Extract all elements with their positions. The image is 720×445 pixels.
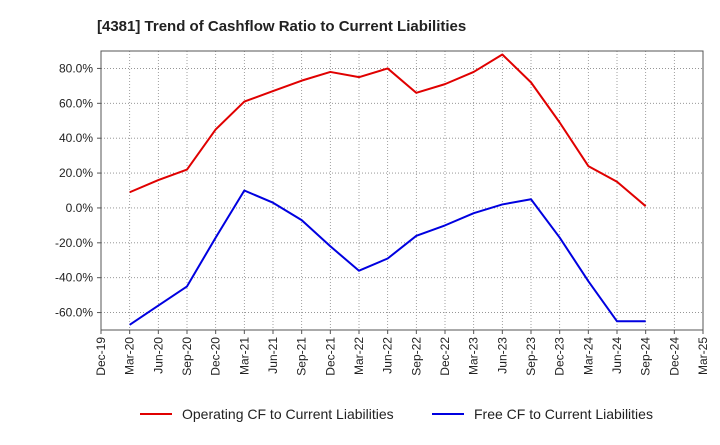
y-tick-label: -60.0% [55, 306, 93, 320]
series-line-operating-cf [129, 53, 647, 207]
y-tick-label: 20.0% [59, 166, 93, 180]
x-tick-label: Mar-20 [123, 337, 137, 375]
x-tick-label: Dec-20 [209, 337, 223, 376]
x-tick-label: Dec-24 [667, 337, 681, 376]
x-tick-label: Mar-22 [352, 337, 366, 375]
chart-title: [4381] Trend of Cashflow Ratio to Curren… [97, 18, 466, 35]
y-tick-label: -40.0% [55, 271, 93, 285]
y-tick-label: 60.0% [59, 96, 93, 110]
series-line-free-cf [129, 189, 646, 326]
y-tick-label: 80.0% [59, 61, 93, 75]
x-tick-label: Dec-21 [323, 337, 337, 376]
legend: Operating CF to Current Liabilities Free … [140, 406, 653, 422]
y-tick-label: -20.0% [55, 236, 93, 250]
x-tick-label: Mar-23 [467, 337, 481, 375]
y-tick-label: 0.0% [66, 201, 94, 215]
x-tick-label: Dec-22 [438, 337, 452, 376]
x-tick-label: Jun-21 [266, 337, 280, 374]
x-tick-label: Mar-25 [696, 337, 710, 375]
plot-area: -60.0% -40.0% -20.0% 0.0% 20.0% 40.0% 60.0% 80.… [55, 50, 710, 376]
x-tick-label: Mar-21 [237, 337, 251, 375]
x-tick-label: Jun-24 [610, 337, 624, 374]
plot-frame [100, 50, 704, 331]
x-tick-label: Jun-22 [381, 337, 395, 374]
x-tick-label: Sep-22 [409, 337, 423, 376]
x-tick-label: Dec-23 [553, 337, 567, 376]
x-tick-label: Jun-23 [495, 337, 509, 374]
x-tick-label: Dec-19 [94, 337, 108, 376]
x-tick-label: Mar-24 [581, 337, 595, 375]
plot-background [101, 51, 703, 330]
y-tick-label: 40.0% [59, 131, 93, 145]
x-tick-label: Sep-21 [295, 337, 309, 376]
legend-label: Operating CF to Current Liabilities [182, 406, 394, 422]
x-tick-label: Sep-24 [639, 337, 653, 376]
x-tick-label: Sep-20 [180, 337, 194, 376]
x-tick-label: Jun-20 [151, 337, 165, 374]
legend-label: Free CF to Current Liabilities [474, 406, 653, 422]
x-tick-label: Sep-23 [524, 337, 538, 376]
